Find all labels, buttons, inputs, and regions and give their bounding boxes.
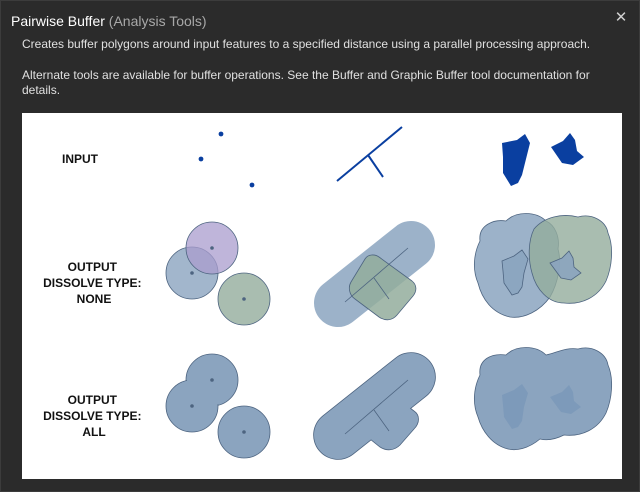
buffered-polygon: [502, 384, 528, 429]
buffers-polygons-none: [474, 213, 612, 318]
buffers-points-all: [165, 353, 271, 459]
buffered-point: [242, 430, 246, 434]
dialog-title: Pairwise Buffer (Analysis Tools): [11, 13, 207, 29]
close-icon[interactable]: ✕: [614, 9, 628, 26]
input-line-branch: [367, 154, 384, 178]
buffered-point: [210, 378, 214, 382]
input-line: [336, 126, 403, 182]
row-label-input: INPUT: [62, 152, 99, 166]
tool-summary: Creates buffer polygons around input fea…: [22, 37, 591, 51]
buffer-illustration: INPUT OUTPUT DISSOLVE TYPE: NONE OUTPUT …: [22, 113, 622, 479]
input-polygon: [502, 134, 530, 186]
input-polygons: [502, 133, 584, 186]
buffers-lines-none: [314, 221, 435, 327]
input-points: [198, 131, 255, 188]
buffered-point: [190, 271, 194, 275]
buffered-line: [344, 379, 409, 435]
buffered-polygon: [501, 249, 529, 296]
buffered-polygon: [550, 385, 581, 414]
line-buffer: [314, 353, 435, 459]
buffered-point: [242, 297, 246, 301]
buffered-point: [190, 404, 194, 408]
alternate-tools-note: Alternate tools are available for buffer…: [22, 68, 590, 97]
toolbox-name: (Analysis Tools): [108, 13, 207, 29]
buffers-points-none: [165, 221, 271, 326]
input-point: [249, 182, 255, 188]
buffer-illustration-graphic: INPUT OUTPUT DISSOLVE TYPE: NONE OUTPUT …: [43, 126, 612, 460]
buffered-line-branch: [373, 277, 390, 300]
buffered-polygon: [549, 250, 582, 281]
tool-name: Pairwise Buffer: [11, 13, 105, 29]
input-point: [198, 156, 204, 162]
buffered-line: [344, 247, 409, 303]
input-lines: [336, 126, 403, 182]
input-point: [218, 131, 224, 137]
polygon-buffer-dissolved: [474, 347, 612, 451]
row-label-output-none: OUTPUT DISSOLVE TYPE: NONE: [43, 260, 145, 306]
buffered-line-branch: [373, 409, 390, 432]
buffers-polygons-all: [474, 347, 612, 451]
row-label-output-all: OUTPUT DISSOLVE TYPE: ALL: [43, 393, 145, 439]
buffered-point: [210, 246, 214, 250]
buffers-lines-all: [313, 352, 436, 460]
input-polygon: [551, 133, 584, 165]
